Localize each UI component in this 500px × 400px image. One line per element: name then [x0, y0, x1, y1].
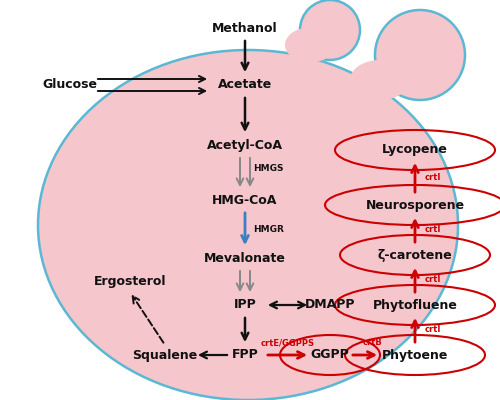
Text: Ergosterol: Ergosterol: [94, 276, 166, 288]
Ellipse shape: [350, 60, 410, 100]
Text: DMAPP: DMAPP: [305, 298, 355, 312]
Text: Neurosporene: Neurosporene: [366, 198, 464, 212]
Text: crtB: crtB: [362, 338, 382, 347]
Text: Acetate: Acetate: [218, 78, 272, 92]
Ellipse shape: [285, 28, 335, 62]
Ellipse shape: [38, 50, 458, 400]
Text: crtI: crtI: [425, 326, 442, 334]
Text: Acetyl-CoA: Acetyl-CoA: [207, 138, 283, 152]
Text: crtI: crtI: [425, 173, 442, 182]
Text: HMGS: HMGS: [253, 164, 284, 173]
Text: Phytoene: Phytoene: [382, 348, 448, 362]
Text: HMGR: HMGR: [253, 224, 284, 234]
Text: GGPP: GGPP: [310, 348, 350, 362]
Circle shape: [375, 10, 465, 100]
Text: Glucose: Glucose: [42, 78, 98, 92]
Text: crtI: crtI: [425, 226, 442, 234]
Text: Mevalonate: Mevalonate: [204, 252, 286, 264]
Text: crtI: crtI: [425, 276, 442, 284]
Text: Lycopene: Lycopene: [382, 144, 448, 156]
Text: ζ-carotene: ζ-carotene: [378, 248, 452, 262]
Text: FPP: FPP: [232, 348, 258, 362]
Text: IPP: IPP: [234, 298, 256, 312]
Text: Phytofluene: Phytofluene: [372, 298, 458, 312]
Text: Methanol: Methanol: [212, 22, 278, 34]
Circle shape: [300, 0, 360, 60]
Text: Squalene: Squalene: [132, 348, 198, 362]
Text: crtE/GGPPS: crtE/GGPPS: [260, 338, 314, 347]
Text: HMG-CoA: HMG-CoA: [212, 194, 278, 206]
